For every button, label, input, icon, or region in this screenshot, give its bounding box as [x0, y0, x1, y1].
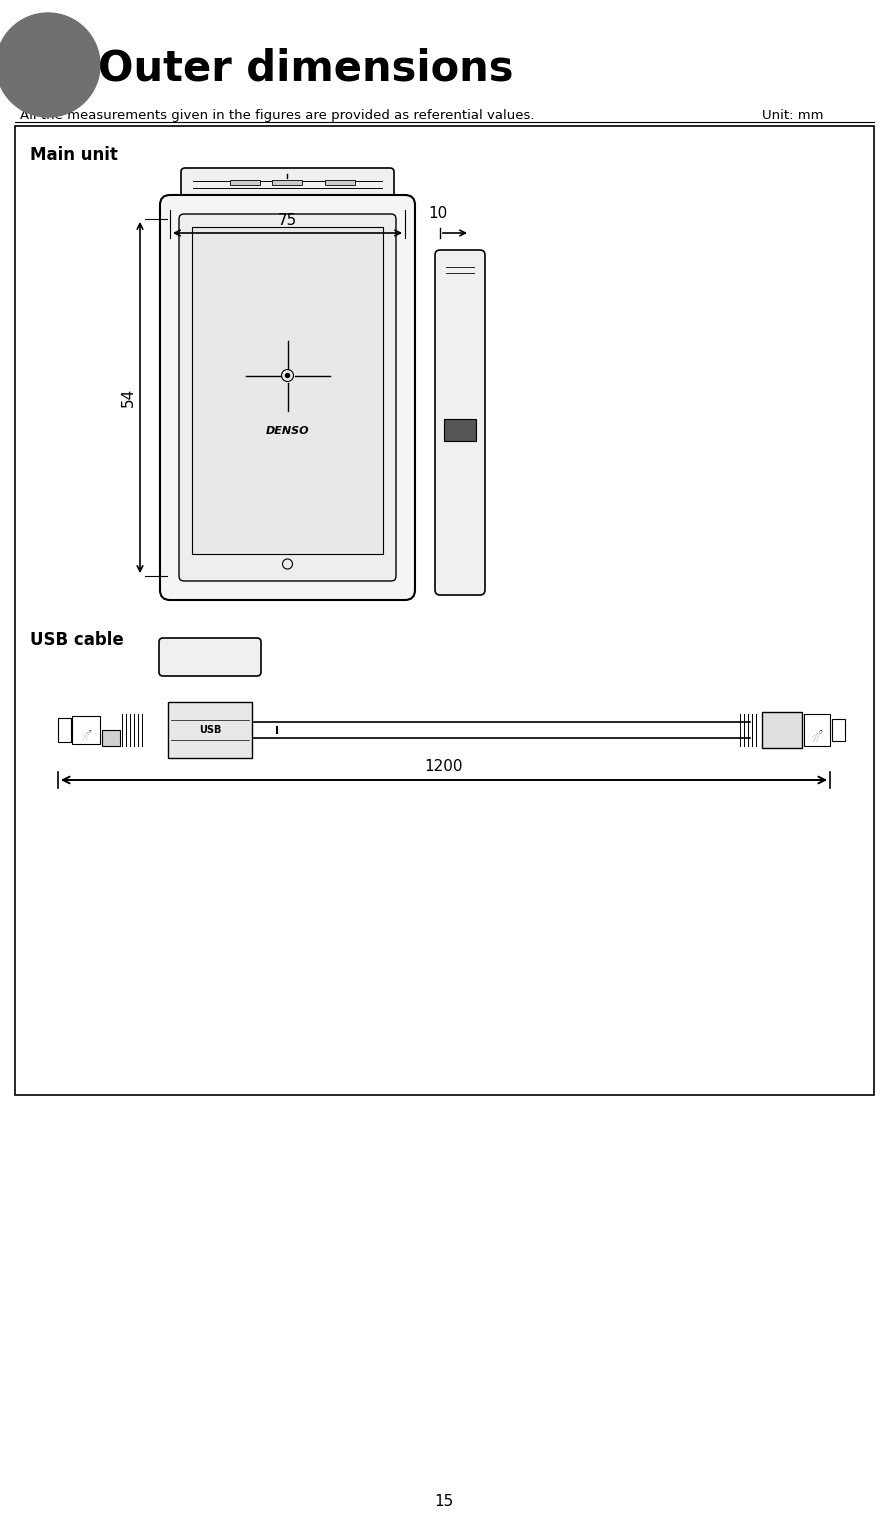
Text: 1200: 1200 — [425, 759, 463, 774]
Text: 75: 75 — [278, 213, 297, 228]
Circle shape — [38, 55, 58, 75]
Bar — [804, 715, 830, 747]
Text: 10: 10 — [428, 205, 448, 220]
FancyBboxPatch shape — [179, 214, 396, 581]
Circle shape — [6, 23, 90, 107]
Bar — [58, 718, 71, 742]
Bar — [762, 711, 802, 748]
Bar — [272, 181, 302, 185]
Bar — [102, 730, 120, 747]
Text: USB cable: USB cable — [30, 630, 124, 649]
Text: 54: 54 — [121, 389, 135, 407]
Text: ☄: ☄ — [812, 725, 822, 737]
Circle shape — [0, 12, 100, 116]
Circle shape — [16, 34, 80, 96]
Bar — [230, 181, 260, 185]
Bar — [444, 419, 476, 441]
Text: Outer dimensions: Outer dimensions — [98, 47, 514, 89]
Circle shape — [28, 44, 68, 86]
Text: All the measurements given in the figures are provided as referential values.: All the measurements given in the figure… — [20, 109, 534, 121]
Text: DENSO: DENSO — [266, 425, 309, 436]
Text: Main unit: Main unit — [30, 145, 118, 164]
Bar — [72, 716, 100, 744]
FancyBboxPatch shape — [159, 638, 261, 676]
Text: ☄: ☄ — [81, 727, 91, 736]
Text: 15: 15 — [435, 1495, 453, 1510]
Circle shape — [285, 373, 290, 378]
Bar — [168, 702, 252, 757]
Bar — [832, 719, 845, 741]
Bar — [15, 125, 874, 1095]
Bar — [192, 226, 383, 554]
FancyBboxPatch shape — [181, 168, 394, 207]
Text: Unit: mm: Unit: mm — [762, 109, 823, 121]
FancyBboxPatch shape — [435, 249, 485, 595]
FancyBboxPatch shape — [160, 194, 415, 600]
Bar — [325, 181, 355, 185]
Text: USB: USB — [199, 725, 221, 734]
